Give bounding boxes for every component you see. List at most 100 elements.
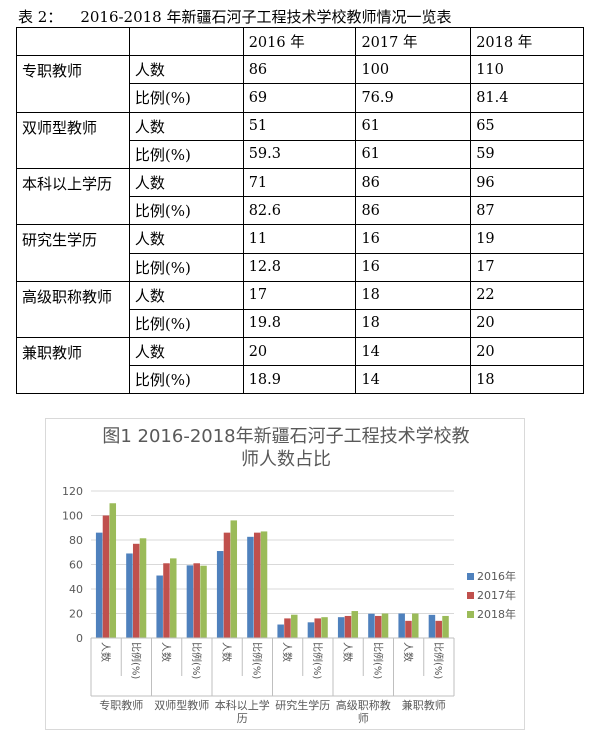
value-cell: 65 [470,111,584,141]
y-tick-label: 40 [69,583,83,596]
y-tick-label: 0 [76,632,83,645]
x-subcategory-label: 比例(%) [129,642,142,679]
value-cell: 17 [470,252,584,282]
value-cell: 59.3 [242,139,357,169]
row-label-cell: 比例(%) [128,365,244,395]
teacher-stats-table: 2016 年 2017 年 2018 年专职教师 人数 86 100 110 比例(%) 69 7… [16,26,584,395]
y-tick-label: 120 [62,485,83,498]
bar-3 [109,503,117,638]
bar-2 [435,620,442,638]
value-cell: 20 [470,337,584,367]
x-subcategory-label: 比例(%) [371,642,384,679]
bar-1 [277,624,284,638]
value-cell: 51 [242,111,357,141]
table-row: 比例(%) 69 76.9 81.4 [17,83,584,113]
table-caption-text: 2016-2018 年新疆石河子工程技术学校教师情况一览表 [80,8,452,26]
bar-3 [381,613,389,638]
x-group-label: 历 [237,712,248,725]
bar-2 [314,618,321,638]
value-cell: 20 [242,337,357,367]
bar-1 [337,617,345,638]
table-caption-label: 表 2： [18,8,63,26]
table-row: 比例(%) 82.6 86 87 [17,196,584,226]
x-subcategory-label: 人数 [402,642,415,662]
value-cell: 20 [470,308,584,339]
table-row: 高级职称教师 人数 17 18 22 [16,280,584,339]
bar-2 [405,620,412,638]
row-label-cell: 比例(%) [128,139,244,169]
bar-3 [139,538,147,638]
value-cell: 71 [242,167,357,198]
bar-2 [284,618,291,638]
year-header: 2016 年 [242,26,357,57]
legend-swatch [467,611,474,618]
bar-2 [163,563,170,638]
value-cell: 18 [355,308,472,339]
bar-2 [374,615,382,638]
value-cell: 86 [355,196,472,226]
bar-1 [186,565,194,638]
row-label-cell: 比例(%) [128,196,244,226]
bar-1 [126,553,133,638]
value-cell: 100 [355,55,472,85]
bar-2 [132,543,140,638]
y-tick-label: 100 [62,510,83,523]
table-row: 本科以上学历 人数 71 86 96 [16,167,584,226]
legend-label: 2018年 [477,607,516,621]
x-subcategory-label: 比例(%) [190,642,203,679]
bar-1 [95,532,103,638]
legend-label: 2017年 [477,588,516,602]
value-cell: 86 [355,167,472,198]
group-name-cell: 兼职教师 [16,337,130,395]
bar-3 [442,615,449,638]
value-cell: 14 [355,337,472,367]
value-cell: 12.8 [242,252,357,282]
bar-3 [321,617,328,638]
value-cell: 18 [470,365,584,395]
bar-1 [307,622,315,638]
table-row: 专职教师 人数 86 100 110 [16,55,584,113]
x-subcategory-label: 比例(%) [432,642,445,679]
value-cell: 59 [470,139,584,169]
bar-1 [216,551,224,638]
x-subcategory-label: 比例(%) [250,642,263,679]
group-name-cell: 高级职称教师 [16,280,130,339]
value-cell: 19.8 [242,308,357,339]
table-row: 比例(%) 18.9 14 18 [17,365,584,395]
bar-3 [260,531,268,638]
row-label-cell: 人数 [128,167,244,198]
value-cell: 17 [242,280,357,310]
bar-2 [102,515,110,638]
legend-label: 2016年 [477,569,516,583]
bar-2 [223,532,231,638]
bar-3 [412,613,419,638]
bar-2 [193,563,200,638]
row-label-cell: 比例(%) [128,308,244,339]
value-cell: 76.9 [355,83,472,113]
x-group-label: 专职教师 [99,698,143,712]
row-label-cell: 人数 [128,111,244,141]
x-subcategory-label: 人数 [99,642,112,662]
y-tick-label: 60 [69,559,83,572]
year-header: 2017 年 [355,26,472,57]
x-subcategory-label: 人数 [281,642,294,662]
table-caption: 表 2： 2016-2018 年新疆石河子工程技术学校教师情况一览表 [18,6,452,27]
value-cell: 69 [242,83,357,113]
y-tick-label: 80 [69,534,83,547]
value-cell: 82.6 [242,196,357,226]
value-cell: 87 [470,196,584,226]
row-label-cell: 比例(%) [128,83,244,113]
value-cell: 16 [355,252,472,282]
bar-3 [351,611,359,638]
value-cell: 19 [470,224,584,254]
table-row: 研究生学历 人数 11 16 19 [16,224,584,282]
x-group-label: 双师型教师 [154,698,209,712]
table-row: 双师型教师 人数 51 61 65 [16,111,584,169]
bar-1 [156,575,163,638]
x-subcategory-label: 人数 [220,642,233,662]
chart-title-line-2: 师人数占比 [241,449,331,470]
row-label-cell: 人数 [128,337,244,367]
row-label-cell: 人数 [128,224,244,254]
bar-1 [398,613,405,638]
value-cell: 86 [242,55,357,85]
